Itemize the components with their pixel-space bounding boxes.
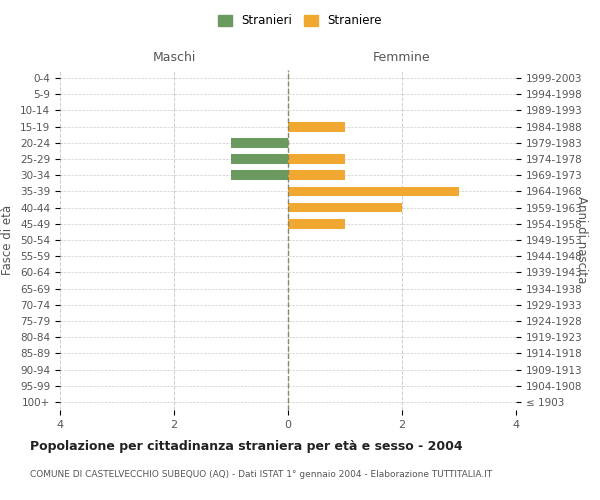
Text: COMUNE DI CASTELVECCHIO SUBEQUO (AQ) - Dati ISTAT 1° gennaio 2004 - Elaborazione: COMUNE DI CASTELVECCHIO SUBEQUO (AQ) - D…	[30, 470, 492, 479]
Y-axis label: Fasce di età: Fasce di età	[1, 205, 14, 275]
Bar	[288, 219, 345, 228]
Bar	[288, 203, 402, 212]
Legend: Stranieri, Straniere: Stranieri, Straniere	[214, 11, 386, 31]
Text: Maschi: Maschi	[152, 50, 196, 64]
Text: Femmine: Femmine	[373, 50, 431, 64]
Text: Popolazione per cittadinanza straniera per età e sesso - 2004: Popolazione per cittadinanza straniera p…	[30, 440, 463, 453]
Bar	[288, 170, 345, 180]
Bar	[231, 154, 288, 164]
Bar	[288, 154, 345, 164]
Bar	[231, 170, 288, 180]
Bar	[231, 138, 288, 147]
Y-axis label: Anni di nascita: Anni di nascita	[575, 196, 588, 284]
Bar	[288, 186, 459, 196]
Bar	[288, 122, 345, 132]
